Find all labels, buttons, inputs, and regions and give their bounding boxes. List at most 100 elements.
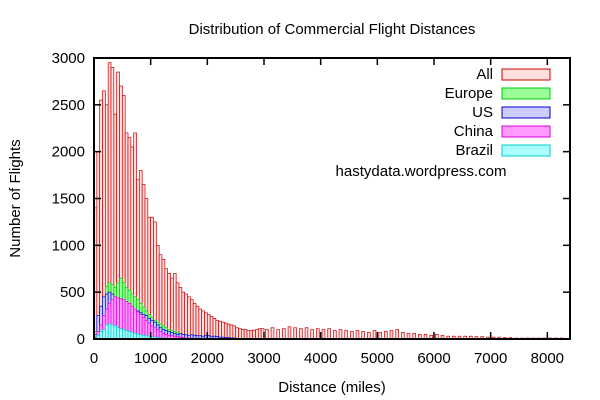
- bar: [304, 327, 309, 340]
- bar: [276, 329, 280, 340]
- x-tick-label: 4000: [304, 350, 337, 367]
- y-tick-label: 1000: [52, 237, 85, 254]
- legend-item-brazil: Brazil: [455, 142, 551, 159]
- legend-swatch: [501, 87, 551, 100]
- bar: [333, 330, 337, 340]
- bar: [350, 331, 354, 340]
- x-tick-label: 3000: [247, 350, 280, 367]
- legend-item-us: US: [472, 104, 551, 121]
- bar: [99, 331, 103, 340]
- bar: [372, 330, 377, 340]
- bar: [209, 316, 214, 340]
- bar: [102, 329, 106, 340]
- legend-item-europe: Europe: [445, 85, 551, 102]
- bar: [257, 328, 262, 340]
- bar: [119, 328, 123, 340]
- bar: [113, 325, 118, 340]
- x-tick-label: 2000: [191, 350, 224, 367]
- bar: [181, 291, 186, 340]
- bar: [338, 329, 343, 340]
- bar: [249, 330, 254, 340]
- bar: [170, 277, 174, 340]
- bar: [252, 329, 256, 340]
- bar: [178, 287, 183, 340]
- y-tick-label: 1500: [52, 191, 85, 208]
- bar: [221, 321, 225, 340]
- bar: [192, 303, 197, 340]
- y-tick-label: 3000: [52, 50, 85, 67]
- x-axis-label: Distance (miles): [278, 379, 386, 396]
- bar: [238, 328, 242, 340]
- legend-swatch: [501, 125, 551, 138]
- bar: [293, 327, 297, 340]
- legend-label: Europe: [445, 85, 493, 102]
- bar: [316, 328, 320, 340]
- bar: [389, 330, 394, 340]
- bar: [265, 329, 269, 340]
- bar: [361, 331, 365, 340]
- bar: [226, 323, 231, 340]
- legend-swatch: [501, 106, 551, 119]
- x-tick-label: 0: [90, 350, 98, 367]
- bar: [310, 329, 314, 340]
- legend-label: All: [476, 66, 493, 83]
- bar: [99, 99, 103, 340]
- bar: [104, 324, 109, 340]
- legend-item-china: China: [454, 123, 551, 140]
- bar: [201, 310, 205, 340]
- legend-label: China: [454, 123, 494, 140]
- bar: [215, 319, 220, 340]
- legend-item-all: All: [476, 66, 551, 83]
- bar: [355, 330, 360, 340]
- legend-swatch: [501, 68, 551, 81]
- bar: [270, 327, 275, 340]
- series-all: [93, 62, 564, 340]
- y-axis-tick-labels: 0 500 1000 1500 2000 2500 3000: [52, 50, 85, 348]
- series-china: [93, 296, 197, 340]
- bar: [327, 328, 331, 340]
- bar: [243, 329, 248, 340]
- bar: [167, 273, 171, 340]
- y-tick-label: 0: [77, 331, 85, 348]
- x-axis-tick-labels: 0 1000 2000 3000 4000 5000 6000 7000 8000: [90, 350, 564, 367]
- legend-swatch: [501, 144, 551, 157]
- bar: [299, 328, 303, 340]
- bar: [198, 308, 203, 340]
- bar: [175, 282, 180, 340]
- bar: [195, 305, 200, 340]
- bar: [124, 330, 129, 340]
- bar: [121, 329, 126, 340]
- bar: [344, 330, 348, 340]
- bar: [255, 329, 259, 340]
- bar: [172, 273, 177, 340]
- bar: [395, 329, 399, 340]
- bar: [107, 323, 112, 340]
- bar: [110, 324, 115, 340]
- bar: [218, 320, 222, 340]
- bar: [287, 326, 292, 340]
- bar: [127, 331, 132, 340]
- bar: [235, 327, 239, 340]
- x-tick-label: 8000: [531, 350, 564, 367]
- bar: [232, 325, 237, 340]
- legend-label: US: [472, 104, 493, 121]
- x-tick-label: 5000: [361, 350, 394, 367]
- bar: [240, 329, 245, 340]
- legend: All Europe US China Brazil: [445, 66, 551, 159]
- watermark-annotation: hastydata.wordpress.com: [336, 163, 507, 180]
- bar: [246, 330, 251, 340]
- y-tick-label: 500: [60, 284, 85, 301]
- legend-label: Brazil: [455, 142, 493, 159]
- bar: [229, 324, 234, 340]
- x-tick-label: 6000: [417, 350, 450, 367]
- x-tick-label: 1000: [134, 350, 167, 367]
- bar: [116, 327, 120, 340]
- y-tick-label: 2000: [52, 144, 85, 161]
- bar: [189, 299, 194, 340]
- bar: [321, 329, 326, 340]
- bar: [187, 296, 191, 340]
- plot-frame: [93, 57, 571, 340]
- y-tick-label: 2500: [52, 97, 85, 114]
- x-tick-label: 7000: [474, 350, 507, 367]
